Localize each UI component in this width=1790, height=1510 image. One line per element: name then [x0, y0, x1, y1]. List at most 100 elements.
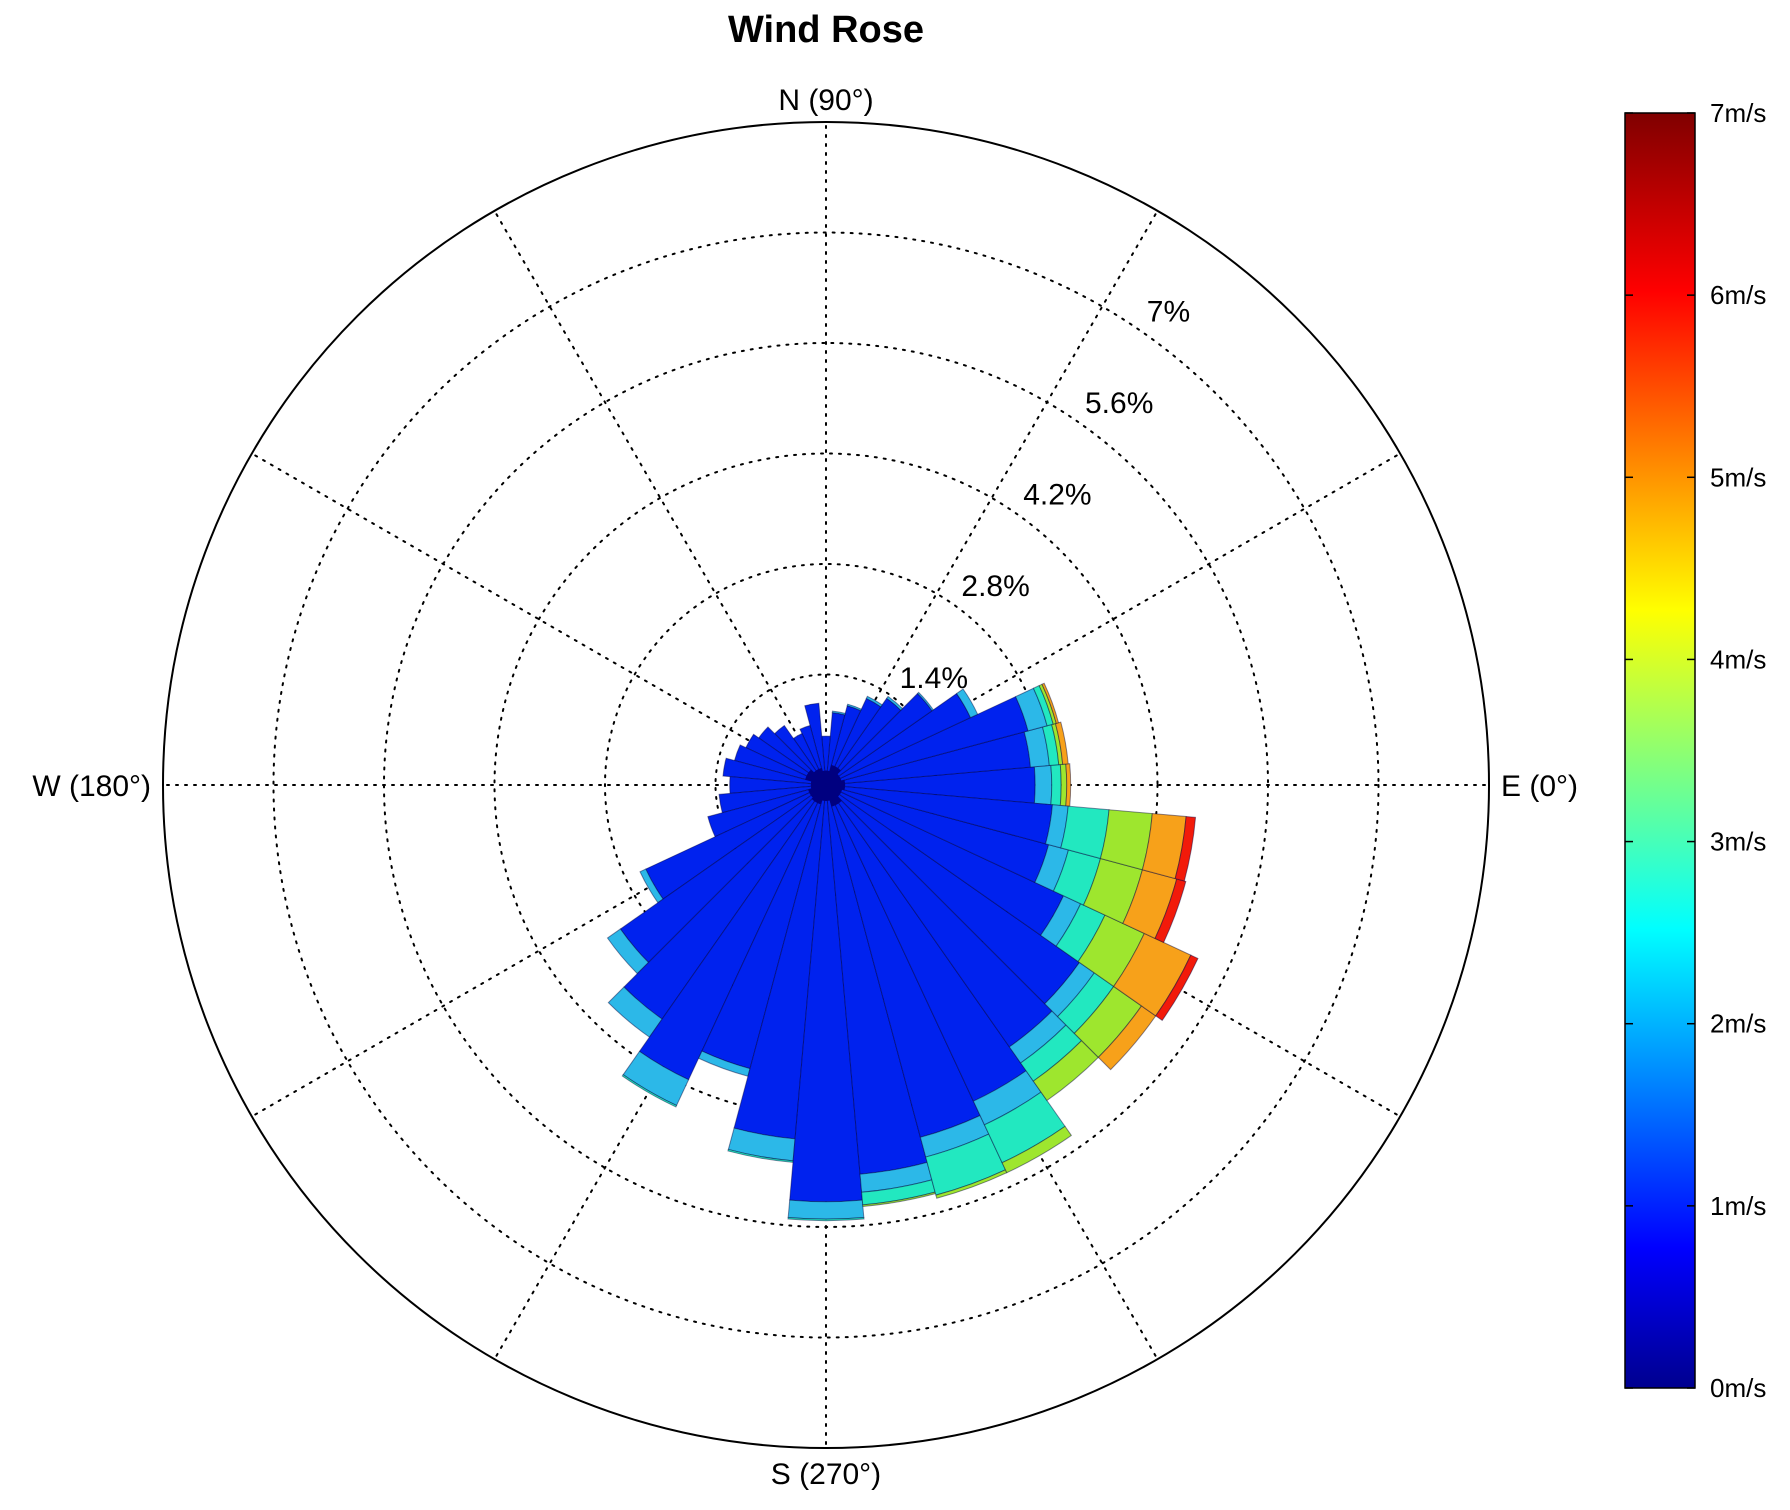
- sector-320: [825, 784, 1157, 1071]
- sector-290-bin-2: [919, 1114, 990, 1158]
- colorbar-tick-label: 4m/s: [1710, 644, 1766, 674]
- calm-wedge: [825, 779, 846, 791]
- grid-ring: [272, 231, 1380, 1339]
- sector-20-bin-4: [1038, 683, 1057, 725]
- calm-wedge: [825, 784, 843, 798]
- sector-350: [825, 784, 1197, 882]
- sector-200-bin-1: [707, 784, 827, 838]
- sector-70: [825, 703, 863, 786]
- sector-330: [825, 784, 1199, 1022]
- sector-40: [825, 691, 935, 786]
- sector-330-bin-6: [1155, 954, 1199, 1022]
- sector-310-bin-1: [825, 784, 1053, 1048]
- radial-tick-label: 1.4%: [900, 662, 968, 695]
- sector-20: [825, 682, 1060, 786]
- sector-300-bin-4: [1001, 1125, 1073, 1174]
- sector-300: [825, 784, 1073, 1174]
- sector-330-bin-4: [1077, 914, 1145, 988]
- sector-260: [727, 784, 827, 1163]
- sector-250: [697, 784, 827, 1077]
- sector-10: [825, 721, 1069, 786]
- sector-60: [825, 695, 883, 786]
- sector-50-bin-2: [885, 695, 904, 711]
- sector-70-bin-2: [846, 703, 863, 712]
- radial-tick-label: 4.2%: [1023, 479, 1091, 512]
- speed-colorbar: 0m/s 1m/s 2m/s 3m/s 4m/s 5m/s 6m/s 7m/s: [1624, 98, 1766, 1403]
- sector-240-bin-2: [622, 1050, 690, 1107]
- radial-tick-labels: 1.4% 2.8% 4.2% 5.6% 7%: [900, 295, 1191, 694]
- sector-330-bin-5: [1113, 932, 1192, 1017]
- grid-spoke: [250, 452, 827, 786]
- sector-230: [607, 784, 827, 1038]
- outer-boundary: [162, 121, 1490, 1449]
- sector-10-bin-1: [825, 731, 1031, 786]
- sector-160-bin-1: [733, 744, 827, 786]
- sector-350-bin-4: [1099, 809, 1153, 871]
- sector-350-bin-2: [1044, 804, 1069, 849]
- radial-tick-label: 2.8%: [961, 570, 1029, 603]
- sector-150-bin-1: [745, 733, 827, 786]
- sector-0-bin-4: [1059, 763, 1068, 807]
- colorbar-gradient: [1624, 112, 1696, 1389]
- sector-250-bin-2: [697, 1050, 751, 1077]
- sector-310: [825, 784, 1100, 1102]
- sector-280: [825, 784, 937, 1207]
- sector-320-bin-3: [1056, 972, 1115, 1035]
- chart-title: Wind Rose: [728, 9, 924, 51]
- sector-90: [821, 735, 831, 786]
- colorbar-tick-label: 0m/s: [1710, 1373, 1766, 1403]
- sector-340-bin-2: [1034, 844, 1070, 892]
- direction-labels: N (90°) W (180°) S (270°) E (0°): [32, 84, 1578, 1491]
- sector-0-bin-2: [1033, 764, 1053, 806]
- sector-330-bin-3: [1055, 903, 1106, 963]
- sector-140-bin-1: [758, 726, 827, 786]
- grid-ring: [493, 452, 1159, 1118]
- sector-260-bin-2: [727, 1127, 796, 1162]
- sector-270: [787, 784, 865, 1222]
- grid-spoke: [825, 209, 1159, 786]
- sector-0-bin-1: [825, 766, 1036, 804]
- grid-spoke: [493, 209, 827, 786]
- sector-290-bin-4: [935, 1169, 1008, 1199]
- sector-100-bin-1: [804, 702, 827, 786]
- calm-wedge: [825, 764, 841, 786]
- sector-210-bin-2: [639, 868, 664, 904]
- colorbar-tick-label: 3m/s: [1710, 827, 1766, 857]
- sector-210: [639, 784, 827, 904]
- wind-sectors: [606, 682, 1199, 1222]
- sector-0: [825, 763, 1072, 807]
- sector-270-bin-2: [787, 1199, 865, 1220]
- sector-150: [745, 733, 827, 786]
- colorbar-tick-label: 5m/s: [1710, 462, 1766, 492]
- sector-340: [825, 784, 1187, 944]
- colorbar-tick-label: 2m/s: [1710, 1009, 1766, 1039]
- sector-350-bin-6: [1174, 815, 1197, 882]
- sector-330-bin-1: [825, 784, 1065, 936]
- sector-240-bin-3: [621, 1073, 678, 1108]
- calm-center: [805, 764, 846, 807]
- sector-270-bin-3: [787, 1216, 865, 1222]
- calm-wedge: [805, 769, 827, 786]
- sector-170: [722, 757, 827, 786]
- sector-170-bin-1: [722, 757, 827, 786]
- sector-240: [621, 784, 827, 1108]
- direction-label: W (180°): [32, 770, 151, 803]
- sector-60-bin-2: [865, 695, 883, 708]
- sector-340-bin-6: [1154, 878, 1187, 944]
- sector-350-bin-3: [1060, 805, 1110, 860]
- sector-180: [729, 776, 827, 794]
- colorbar-tick-labels: 0m/s 1m/s 2m/s 3m/s 4m/s 5m/s 6m/s 7m/s: [1625, 98, 1766, 1403]
- colorbar-tick-label: 1m/s: [1710, 1191, 1766, 1221]
- sector-290: [825, 784, 1008, 1199]
- calm-wedge: [825, 784, 842, 807]
- sector-190-bin-1: [718, 784, 827, 814]
- sector-0-bin-5: [1065, 763, 1072, 807]
- direction-label: S (270°): [771, 1458, 881, 1491]
- sector-340-bin-3: [1052, 849, 1102, 906]
- sector-20-bin-1: [825, 695, 1029, 786]
- sector-0-bin-3: [1050, 763, 1062, 807]
- sector-320-bin-4: [1073, 985, 1143, 1059]
- sector-90-bin-1: [821, 735, 831, 786]
- sector-40-bin-2: [916, 691, 935, 712]
